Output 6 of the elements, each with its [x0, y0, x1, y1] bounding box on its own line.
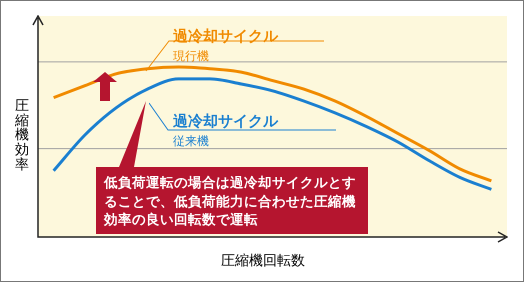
series-label: 現行機 [173, 48, 210, 64]
y-axis-title: 圧縮機効率 [15, 98, 30, 173]
annotation: 過冷却サイクル [173, 112, 278, 131]
x-axis-title: 圧縮機回転数 [220, 252, 306, 270]
text: 従来機 [173, 134, 210, 149]
annotation: 低負荷運転の場合は過冷却サイクルとすることで、低負荷能力に合わせた圧縮機効率の良い回転数で運転 [104, 174, 357, 230]
